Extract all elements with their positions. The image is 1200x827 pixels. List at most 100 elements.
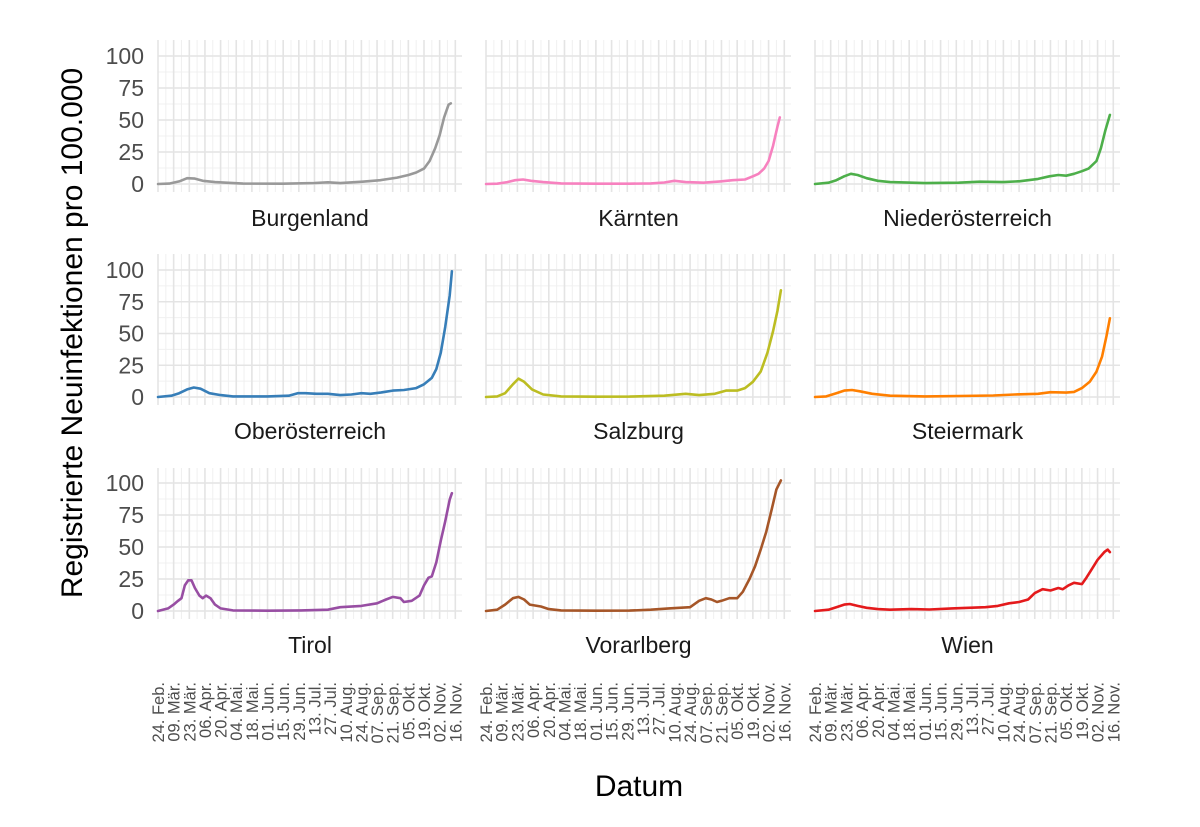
minor-gridlines [158, 40, 462, 192]
x-tick-label: 02. Nov. [432, 682, 450, 742]
x-tick-label: 13. Jul. [635, 682, 653, 735]
y-tick-label: 25 [118, 139, 144, 165]
major-gridlines [485, 40, 791, 192]
facet-strip-label: Vorarlberg [585, 632, 691, 658]
x-tick-label: 04. Mai. [228, 682, 246, 741]
x-tick-label: 29. Jun. [619, 682, 637, 741]
x-tick-label: 23. Mär. [509, 682, 527, 742]
series-line [156, 270, 454, 399]
x-tick-label: 09. Mär. [494, 682, 512, 742]
series-line [156, 102, 453, 186]
y-tick-label: 50 [118, 534, 144, 560]
x-tick-label: 21. Sep. [714, 682, 732, 743]
x-tick-label: 19. Okt. [745, 682, 763, 740]
x-tick-label: 18. Mai. [901, 682, 919, 741]
minor-gridlines [486, 254, 791, 405]
x-tick-label: 15. Jun. [275, 682, 293, 741]
y-tick-label: 100 [106, 43, 144, 69]
facet-panel: 0 25 50 75 100 Oberösterreich [106, 254, 462, 444]
facet-panel: Kärnten [484, 40, 791, 231]
x-tick-label: 09. Mär. [166, 682, 184, 742]
x-tick-label: 23. Mär. [838, 682, 856, 742]
y-tick-label: 100 [106, 470, 144, 496]
minor-gridlines [158, 468, 462, 619]
facet-panel: Wien 24. Feb.09. Mär.23. Mär.06. Apr.20. … [807, 468, 1123, 743]
y-tick-label: 25 [118, 566, 144, 592]
x-tick-label: 27. Jul. [651, 682, 669, 735]
x-tick-label: 27. Jul. [322, 682, 340, 735]
major-gridlines [485, 468, 791, 619]
y-tick-label: 0 [131, 384, 144, 410]
x-tick-label: 02. Nov. [1090, 682, 1108, 742]
series-line [484, 479, 783, 613]
x-tick-label: 16. Nov. [447, 682, 465, 742]
y-axis-title: Registrierte Neuinfektionen pro 100.000 [56, 68, 89, 598]
x-tick-label: 13. Jul. [307, 682, 325, 735]
y-tick-label: 25 [118, 352, 144, 378]
x-tick-label: 16. Nov. [1105, 682, 1123, 742]
x-tick-label: 24. Feb. [150, 682, 168, 743]
y-tick-label: 0 [131, 598, 144, 624]
x-tick-label: 10. Aug. [338, 682, 356, 743]
x-tick-label: 07. Sep. [369, 682, 387, 743]
minor-gridlines [815, 468, 1120, 619]
x-tick-label: 24. Aug. [1011, 682, 1029, 743]
x-tick-label: 04. Mai. [557, 682, 575, 741]
x-tick-label: 18. Mai. [244, 682, 262, 741]
x-tick-label: 18. Mai. [572, 682, 590, 741]
y-tick-label: 0 [131, 171, 144, 197]
x-tick-label: 20. Apr. [213, 682, 231, 738]
minor-gridlines [815, 40, 1120, 192]
x-tick-label: 06. Apr. [854, 682, 872, 738]
series-line [813, 113, 1112, 186]
x-tick-label: 24. Aug. [682, 682, 700, 743]
facet-panel: Niederösterreich [813, 40, 1120, 231]
facet-strip-label: Steiermark [912, 418, 1024, 444]
x-tick-label: 05. Okt. [1058, 682, 1076, 740]
major-gridlines [814, 254, 1120, 405]
x-tick-label: 27. Jul. [980, 682, 998, 735]
series-line [813, 548, 1112, 613]
minor-gridlines [486, 40, 791, 192]
facet-strip-label: Tirol [288, 632, 332, 658]
major-gridlines [814, 468, 1120, 619]
x-tick-label: 01. Jun. [260, 682, 278, 741]
x-tick-label: 10. Aug. [666, 682, 684, 743]
facet-strip-label: Salzburg [593, 418, 684, 444]
y-tick-label: 50 [118, 107, 144, 133]
x-tick-label: 01. Jun. [917, 682, 935, 741]
x-tick-label: 10. Aug. [995, 682, 1013, 743]
x-tick-label: 21. Sep. [385, 682, 403, 743]
x-tick-label: 24. Aug. [353, 682, 371, 743]
facet-strip-label: Oberösterreich [234, 418, 386, 444]
major-gridlines [485, 254, 791, 405]
facet-strip-label: Kärnten [598, 205, 679, 231]
x-tick-label: 02. Nov. [761, 682, 779, 742]
x-tick-label: 04. Mai. [886, 682, 904, 741]
minor-gridlines [815, 254, 1120, 405]
x-tick-label: 15. Jun. [933, 682, 951, 741]
major-gridlines [157, 254, 462, 405]
y-tick-label: 50 [118, 321, 144, 347]
facet-strip-label: Burgenland [251, 205, 369, 231]
series-line [484, 116, 782, 186]
x-tick-label: 21. Sep. [1043, 682, 1061, 743]
x-tick-label: 20. Apr. [541, 682, 559, 738]
x-tick-label: 06. Apr. [197, 682, 215, 738]
facet-panel: Vorarlberg 24. Feb.09. Mär.23. Mär.06. Ap… [478, 468, 794, 743]
y-tick-label: 75 [118, 289, 144, 315]
facet-panel: 0 25 50 75 100 Burgenland [106, 40, 462, 231]
y-tick-label: 75 [118, 502, 144, 528]
x-tick-label: 15. Jun. [604, 682, 622, 741]
x-tick-label: 20. Apr. [870, 682, 888, 738]
x-tick-label: 16. Nov. [776, 682, 794, 742]
x-tick-label: 13. Jul. [964, 682, 982, 735]
x-tick-label: 24. Feb. [478, 682, 496, 743]
x-tick-label: 24. Feb. [807, 682, 825, 743]
series-line [484, 289, 783, 399]
x-tick-label: 09. Mär. [823, 682, 841, 742]
y-tick-label: 100 [106, 257, 144, 283]
